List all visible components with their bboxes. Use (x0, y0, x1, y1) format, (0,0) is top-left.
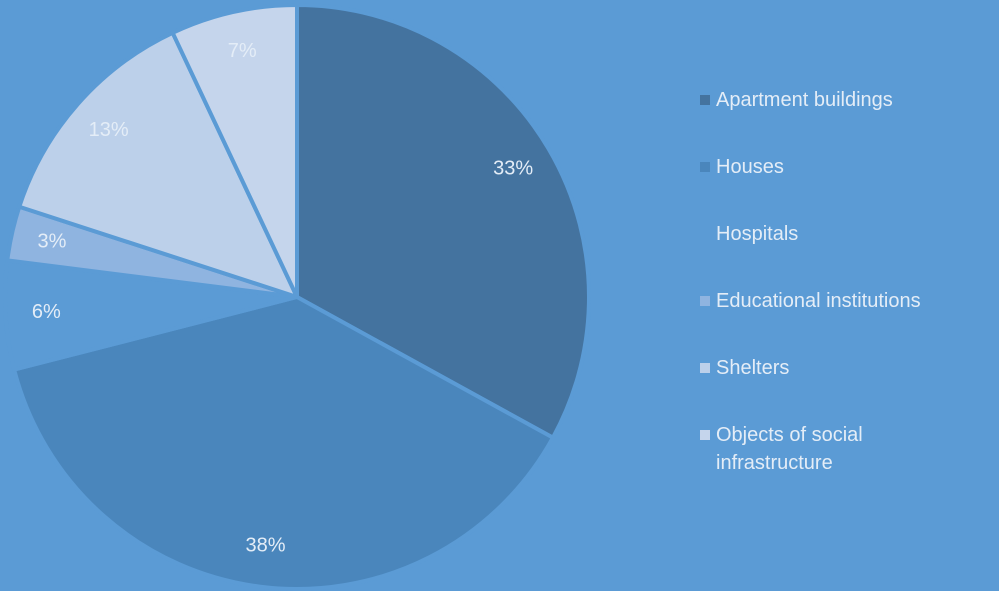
legend-swatch (700, 95, 710, 105)
legend-item: Houses (700, 153, 995, 220)
legend-item: Hospitals (700, 220, 995, 287)
legend-swatch (700, 162, 710, 172)
legend-item: Shelters (700, 354, 995, 421)
pie-slice (16, 30, 301, 301)
data-label: 7% (228, 40, 257, 62)
legend-item: Educational institutions (700, 287, 995, 354)
legend-label: Houses (716, 156, 784, 178)
legend-swatch (700, 296, 710, 306)
legend-swatch (700, 430, 710, 440)
legend: Apartment buildings Houses Hospitals Educat… (700, 86, 995, 488)
legend-item: Apartment buildings (700, 86, 995, 153)
legend-label: Shelters (716, 357, 790, 379)
pie-slice (295, 2, 591, 441)
legend-label: Apartment buildings (716, 89, 893, 111)
pie-slice (11, 294, 556, 591)
pie-slice (170, 2, 299, 298)
legend-swatch (700, 229, 710, 239)
legend-item: Objects of social infrastructure (700, 421, 940, 488)
data-label: 3% (37, 231, 66, 253)
data-label: 38% (246, 534, 286, 556)
legend-label: Educational institutions (716, 290, 921, 312)
data-label: 13% (89, 119, 129, 141)
legend-swatch (700, 363, 710, 373)
legend-label: Objects of social infrastructure (716, 424, 863, 474)
legend-label: Hospitals (716, 223, 799, 245)
data-label: 33% (493, 157, 533, 179)
data-label: 6% (32, 301, 61, 323)
